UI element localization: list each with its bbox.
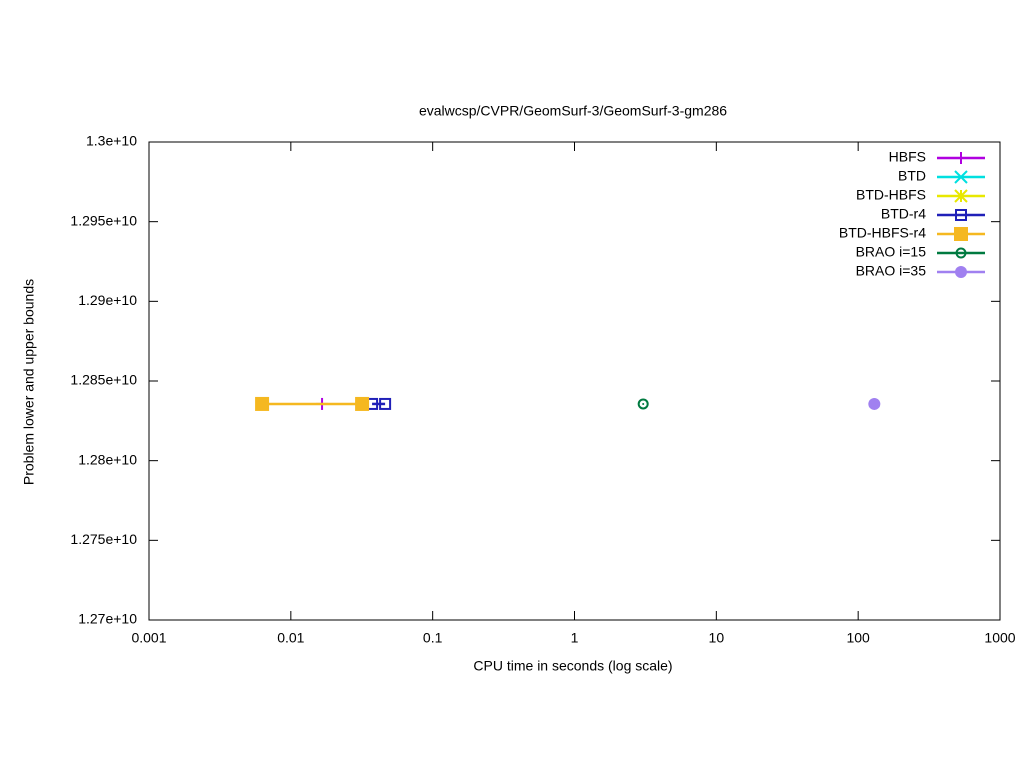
y-tick-label: 1.29e+10	[78, 292, 137, 308]
legend-marker	[955, 266, 967, 278]
marker-stroke	[954, 170, 968, 184]
marker-shape	[955, 247, 967, 259]
chart-title: evalwcsp/CVPR/GeomSurf-3/GeomSurf-3-gm28…	[419, 103, 727, 119]
marker-shape	[379, 397, 392, 410]
marker-shape	[955, 209, 967, 221]
plot-border	[148, 141, 1001, 621]
y-tick-label: 1.3e+10	[86, 133, 137, 149]
y-tick-label: 1.285e+10	[70, 372, 137, 388]
marker-shape	[355, 396, 370, 411]
x-tick-label: 1000	[984, 630, 1015, 646]
legend-label: HBFS	[889, 149, 926, 165]
legend-label: BTD-r4	[881, 206, 926, 222]
legend-label: BTD-HBFS-r4	[839, 225, 926, 241]
legend-label: BTD	[898, 168, 926, 184]
legend-label: BRAO i=15	[856, 244, 927, 260]
y-tick-label: 1.295e+10	[70, 212, 137, 228]
legend-label: BTD-HBFS	[856, 187, 926, 203]
legend-label: BRAO i=35	[856, 263, 927, 279]
x-tick-label: 100	[846, 630, 870, 646]
marker-shape	[255, 396, 270, 411]
legend-marker	[955, 152, 967, 164]
y-tick-label: 1.28e+10	[78, 451, 137, 467]
data-point	[637, 398, 649, 410]
marker-dot	[642, 402, 645, 405]
marker-shape	[954, 227, 968, 241]
x-tick-label: 1	[571, 630, 579, 646]
marker-shape	[637, 398, 649, 410]
marker-dot	[960, 252, 962, 254]
x-tick-label: 0.001	[131, 630, 166, 646]
y-tick-label: 1.27e+10	[78, 611, 137, 627]
data-point	[868, 397, 881, 410]
x-tick-label: 0.01	[277, 630, 304, 646]
data-point	[355, 396, 370, 411]
legend-marker	[955, 209, 967, 221]
x-axis-label: CPU time in seconds (log scale)	[473, 658, 672, 674]
y-axis-label: Problem lower and upper bounds	[21, 279, 37, 485]
data-point	[255, 396, 270, 411]
legend-marker	[954, 170, 968, 184]
legend-marker	[954, 227, 968, 241]
marker-stroke	[954, 189, 968, 203]
legend-marker	[955, 247, 967, 259]
x-tick-label: 10	[709, 630, 725, 646]
data-point	[379, 397, 392, 410]
y-tick-label: 1.275e+10	[70, 531, 137, 547]
marker-shape	[868, 397, 881, 410]
legend-marker	[954, 189, 968, 203]
marker-shape	[955, 266, 967, 278]
x-tick-label: 0.1	[423, 630, 443, 646]
